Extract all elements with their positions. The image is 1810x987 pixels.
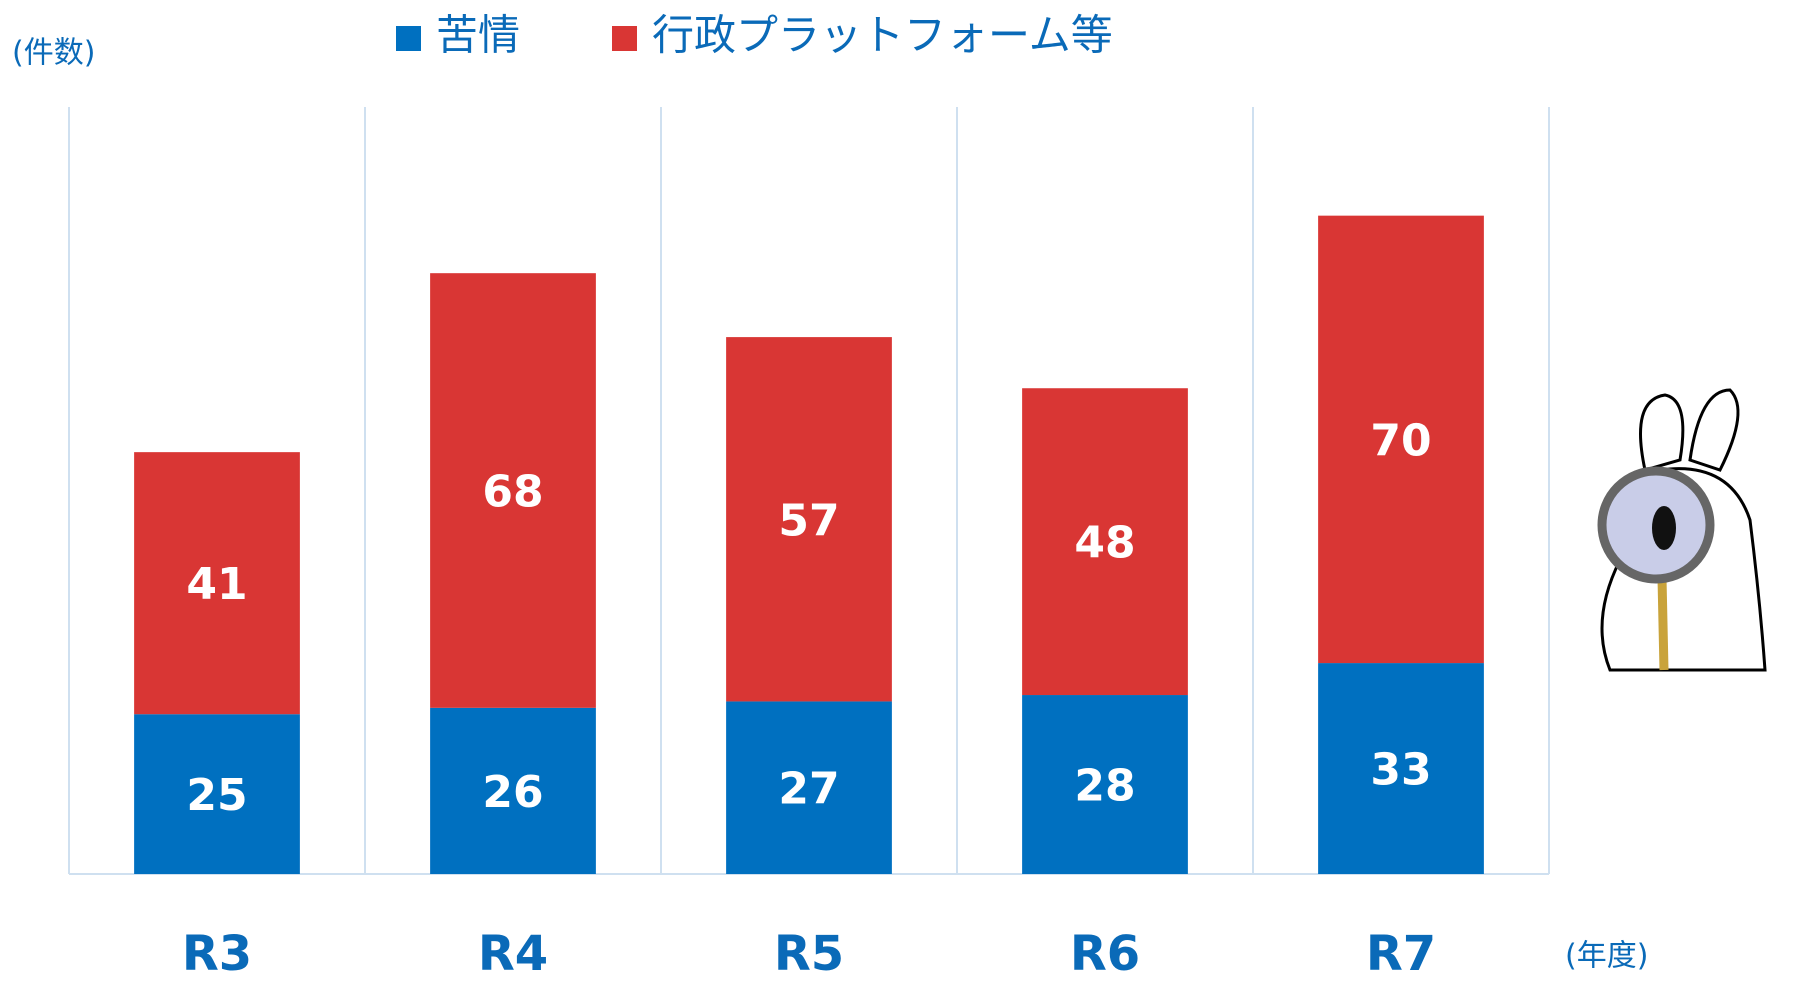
data-label: 57 [778, 495, 839, 546]
bar-segment [726, 701, 892, 874]
legend-label: 行政プラットフォーム等 [652, 11, 1113, 60]
ear [1688, 388, 1740, 472]
bar-segment [430, 707, 596, 874]
data-label: 25 [186, 770, 247, 821]
data-label: 48 [1074, 518, 1135, 569]
x-axis-label: (年度) [1565, 939, 1648, 974]
data-label: 28 [1074, 761, 1135, 812]
eye [1652, 506, 1676, 550]
bar-segment [726, 337, 892, 702]
legend-swatch [612, 26, 637, 51]
x-tick-label: R7 [1366, 926, 1436, 982]
bar-segment [134, 714, 300, 874]
data-label: 68 [482, 467, 543, 518]
data-label: 41 [186, 559, 247, 610]
data-label: 70 [1370, 415, 1431, 466]
bar-segment [134, 452, 300, 715]
data-label: 26 [482, 767, 543, 818]
x-tick-label: R6 [1070, 926, 1140, 982]
bar-segment [1318, 215, 1484, 664]
x-tick-label: R5 [774, 926, 844, 982]
bar-segment [1022, 695, 1188, 874]
legend-swatch [396, 26, 421, 51]
ear [1639, 393, 1685, 472]
x-tick-label: R4 [478, 926, 548, 982]
data-label: 33 [1370, 745, 1431, 796]
bar-segment [1318, 663, 1484, 874]
bar-segment [1022, 388, 1188, 696]
y-axis-label: (件数) [12, 36, 95, 71]
x-tick-label: R3 [182, 926, 252, 982]
legend-label: 苦情 [436, 11, 520, 60]
bar-segment [430, 273, 596, 708]
handle [1657, 577, 1669, 671]
illustration [1597, 388, 1767, 672]
data-label: 27 [778, 764, 839, 815]
